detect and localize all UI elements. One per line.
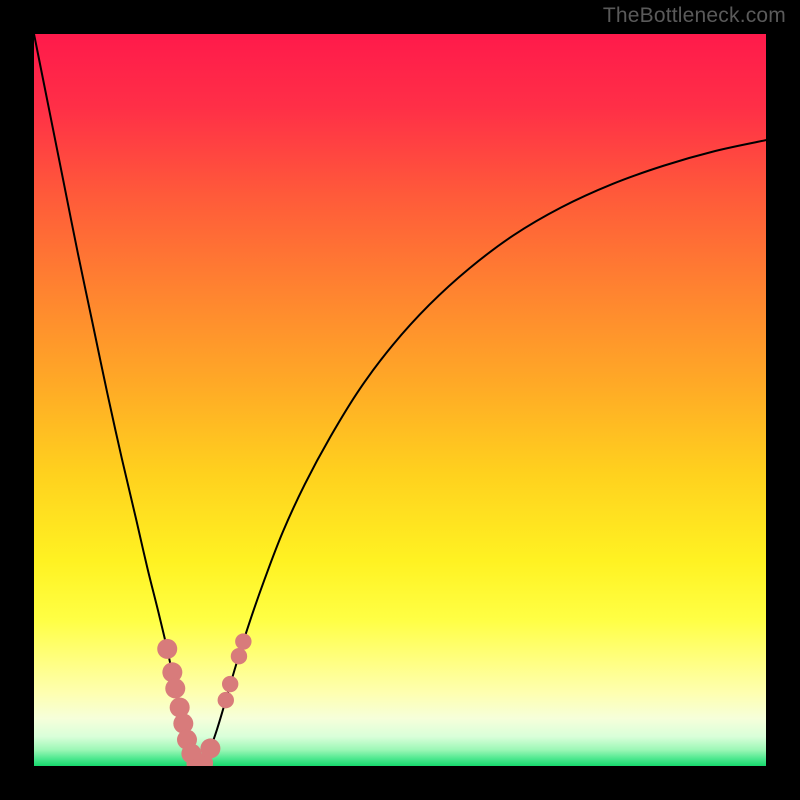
data-marker xyxy=(218,692,234,708)
data-marker xyxy=(231,648,247,664)
curves-svg xyxy=(34,34,766,766)
chart-frame: TheBottleneck.com xyxy=(0,0,800,800)
data-marker xyxy=(157,639,177,659)
marker-group xyxy=(157,633,251,766)
bottleneck-curve-left xyxy=(34,34,199,766)
watermark-text: TheBottleneck.com xyxy=(603,4,786,28)
data-marker xyxy=(165,678,185,698)
data-marker xyxy=(235,633,251,649)
plot-area xyxy=(34,34,766,766)
data-marker xyxy=(200,738,220,758)
data-marker xyxy=(222,676,238,692)
bottleneck-curve-right xyxy=(199,140,766,766)
